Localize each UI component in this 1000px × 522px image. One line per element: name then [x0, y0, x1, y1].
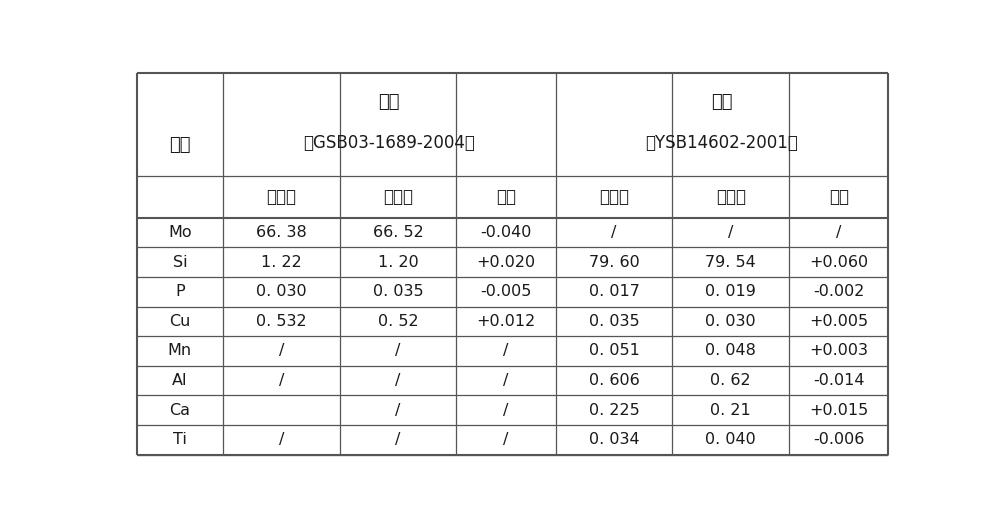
Text: -0.014: -0.014	[813, 373, 864, 388]
Text: -0.040: -0.040	[480, 225, 532, 240]
Text: 0. 52: 0. 52	[378, 314, 418, 329]
Text: 0. 030: 0. 030	[705, 314, 756, 329]
Text: /: /	[279, 432, 284, 447]
Text: 0. 040: 0. 040	[705, 432, 756, 447]
Text: +0.003: +0.003	[809, 343, 868, 359]
Text: 0. 017: 0. 017	[589, 284, 639, 299]
Text: 0. 030: 0. 030	[256, 284, 307, 299]
Text: 偏差: 偏差	[829, 188, 849, 206]
Text: 本方案: 本方案	[599, 188, 629, 206]
Text: 标准值: 标准值	[383, 188, 413, 206]
Text: 79. 54: 79. 54	[705, 255, 756, 270]
Text: 本方案: 本方案	[266, 188, 296, 206]
Text: +0.005: +0.005	[809, 314, 868, 329]
Text: 0. 034: 0. 034	[589, 432, 639, 447]
Text: 0. 048: 0. 048	[705, 343, 756, 359]
Text: 0. 035: 0. 035	[373, 284, 423, 299]
Text: /: /	[503, 343, 509, 359]
Text: Ca: Ca	[169, 402, 190, 418]
Text: /: /	[728, 225, 733, 240]
Text: /: /	[279, 343, 284, 359]
Text: （YSB14602-2001）: （YSB14602-2001）	[646, 134, 798, 152]
Text: 0. 62: 0. 62	[710, 373, 751, 388]
Text: Cu: Cu	[169, 314, 191, 329]
Text: 0. 225: 0. 225	[589, 402, 639, 418]
Text: 0. 035: 0. 035	[589, 314, 639, 329]
Text: /: /	[503, 373, 509, 388]
Text: 偏差: 偏差	[496, 188, 516, 206]
Text: +0.060: +0.060	[809, 255, 868, 270]
Text: /: /	[395, 402, 401, 418]
Text: /: /	[503, 432, 509, 447]
Text: +0.015: +0.015	[809, 402, 868, 418]
Text: Ti: Ti	[173, 432, 187, 447]
Text: （GSB03-1689-2004）: （GSB03-1689-2004）	[303, 134, 475, 152]
Text: 66. 38: 66. 38	[256, 225, 307, 240]
Text: 0. 21: 0. 21	[710, 402, 751, 418]
Text: -0.005: -0.005	[480, 284, 532, 299]
Text: 元素: 元素	[169, 136, 191, 154]
Text: Si: Si	[173, 255, 187, 270]
Text: 66. 52: 66. 52	[373, 225, 423, 240]
Text: 0. 532: 0. 532	[256, 314, 307, 329]
Text: 79. 60: 79. 60	[589, 255, 639, 270]
Text: /: /	[503, 402, 509, 418]
Text: /: /	[611, 225, 617, 240]
Text: 1. 20: 1. 20	[378, 255, 418, 270]
Text: 0. 606: 0. 606	[589, 373, 639, 388]
Text: Mo: Mo	[168, 225, 192, 240]
Text: 标准值: 标准值	[716, 188, 746, 206]
Text: -0.002: -0.002	[813, 284, 864, 299]
Text: /: /	[395, 343, 401, 359]
Text: +0.020: +0.020	[476, 255, 536, 270]
Text: /: /	[836, 225, 841, 240]
Text: /: /	[279, 373, 284, 388]
Text: Mn: Mn	[168, 343, 192, 359]
Text: Al: Al	[172, 373, 188, 388]
Text: 0. 051: 0. 051	[589, 343, 639, 359]
Text: +0.012: +0.012	[476, 314, 536, 329]
Text: -0.006: -0.006	[813, 432, 864, 447]
Text: /: /	[395, 432, 401, 447]
Text: 钼铁: 钼铁	[379, 92, 400, 111]
Text: /: /	[395, 373, 401, 388]
Text: P: P	[175, 284, 185, 299]
Text: 0. 019: 0. 019	[705, 284, 756, 299]
Text: 1. 22: 1. 22	[261, 255, 302, 270]
Text: 硅铁: 硅铁	[711, 92, 733, 111]
